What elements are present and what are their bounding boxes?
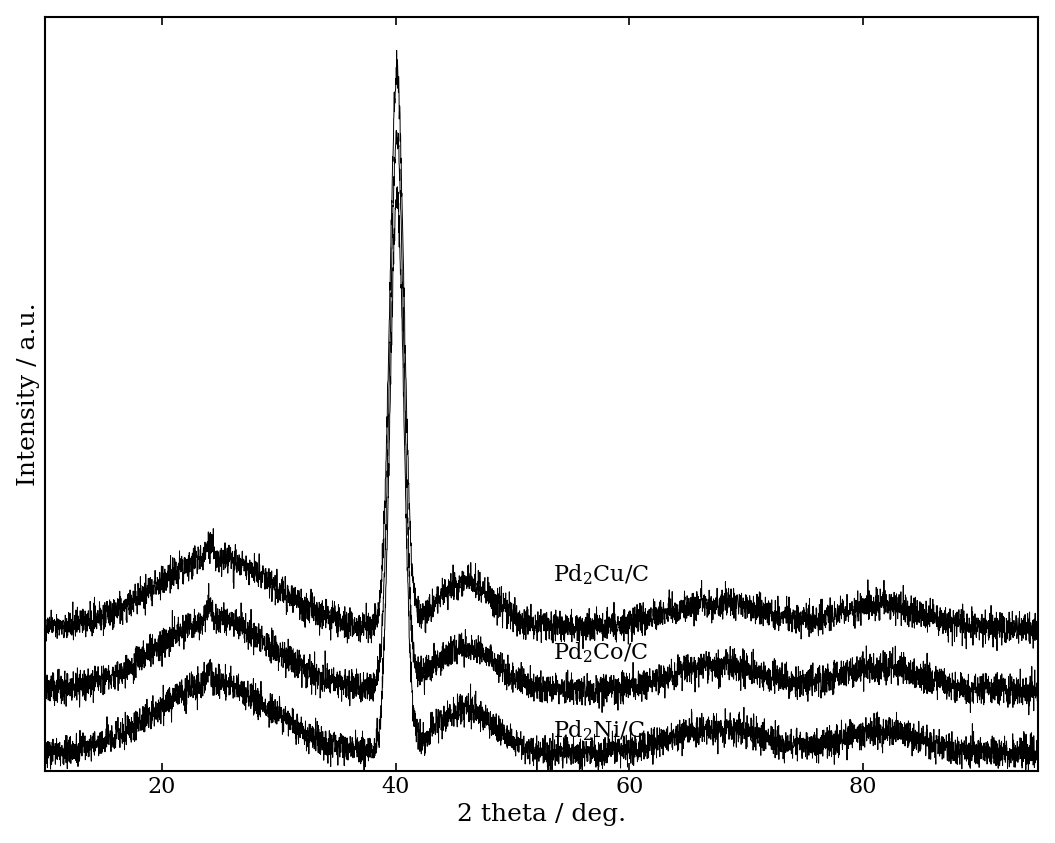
- Text: Pd$_2$Co/C: Pd$_2$Co/C: [554, 641, 649, 665]
- Text: Pd$_2$Cu/C: Pd$_2$Cu/C: [554, 563, 650, 588]
- Text: Pd$_2$Ni/C: Pd$_2$Ni/C: [554, 719, 646, 744]
- X-axis label: 2 theta / deg.: 2 theta / deg.: [457, 803, 627, 826]
- Y-axis label: Intensity / a.u.: Intensity / a.u.: [17, 302, 40, 486]
